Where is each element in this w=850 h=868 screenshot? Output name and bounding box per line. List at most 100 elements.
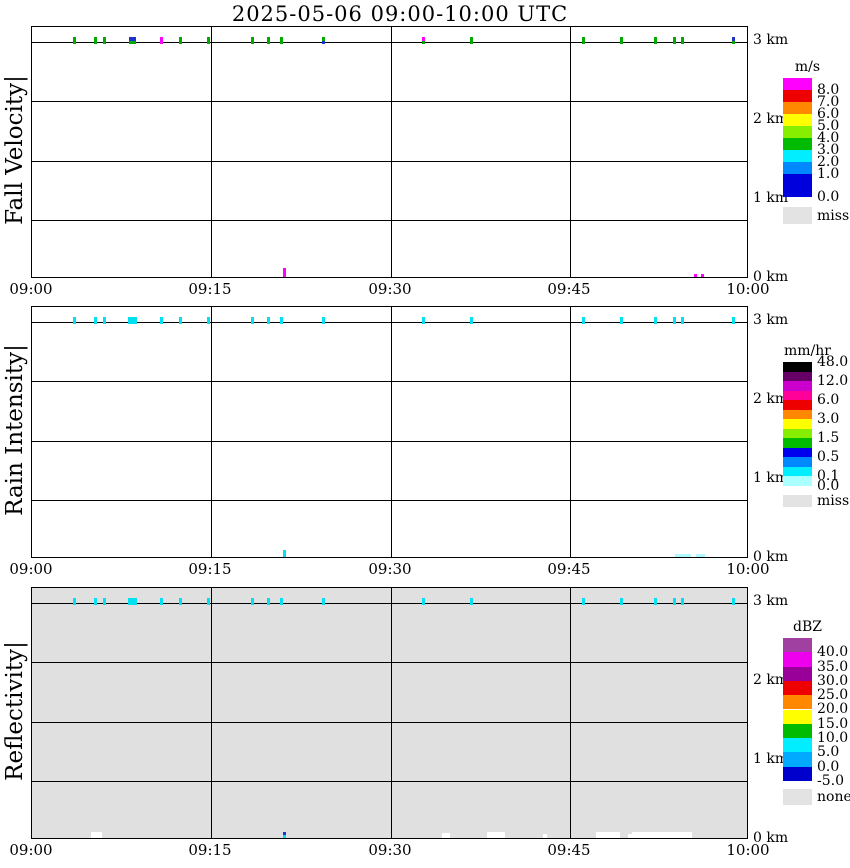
height-gridline	[32, 381, 747, 382]
data-point	[673, 317, 676, 324]
data-point	[470, 37, 473, 44]
height-axis-label: 3 km	[753, 593, 789, 609]
height-axis-label: 1 km	[753, 751, 789, 767]
height-gridline	[32, 42, 747, 43]
colorbar-block	[783, 652, 812, 667]
colorbar-block	[783, 409, 812, 419]
data-point	[73, 37, 76, 44]
data-point	[673, 598, 676, 605]
data-point	[422, 317, 425, 324]
data-point	[103, 317, 106, 324]
colorbar-label: 40.0	[817, 644, 849, 660]
data-point	[128, 317, 137, 324]
data-point	[129, 37, 136, 41]
data-point	[442, 833, 450, 838]
colorbar-label: 12.0	[817, 373, 849, 389]
data-point	[322, 40, 325, 44]
data-point	[267, 598, 270, 605]
colorbar-block	[783, 90, 812, 102]
data-point	[654, 37, 657, 44]
colorbar-label: 0.5	[817, 449, 840, 465]
data-point	[732, 317, 735, 324]
data-point	[681, 37, 684, 44]
height-axis-label: 2 km	[753, 391, 789, 407]
height-gridline	[32, 441, 747, 442]
data-point	[422, 37, 425, 41]
data-point	[582, 317, 585, 324]
colorbar-block	[783, 362, 812, 372]
colorbar-block	[783, 138, 812, 150]
colorbar-missing-swatch	[783, 207, 812, 224]
colorbar-block	[783, 126, 812, 138]
data-point	[280, 317, 283, 324]
colorbar-missing-label: none	[817, 789, 850, 805]
colorbar-label: 0.0	[817, 759, 840, 775]
y-axis-title: Reflectivity|	[2, 641, 28, 781]
colorbar-label: 6.0	[817, 106, 840, 122]
height-axis-label: 1 km	[753, 470, 789, 486]
data-point	[251, 37, 254, 44]
data-point	[207, 317, 210, 324]
colorbar-block	[783, 476, 812, 486]
colorbar-block	[783, 162, 812, 174]
colorbar-label: 0.1	[817, 468, 840, 484]
colorbar-label: -5.0	[817, 773, 844, 789]
data-point	[160, 37, 163, 44]
colorbar-block	[783, 174, 812, 197]
data-point	[422, 598, 425, 605]
data-point	[91, 832, 102, 838]
time-gridline	[570, 588, 571, 838]
data-point	[487, 832, 505, 838]
data-point	[283, 832, 286, 835]
data-point	[73, 317, 76, 324]
height-gridline	[32, 101, 747, 102]
colorbar-missing-label: miss	[817, 493, 850, 509]
data-point	[596, 832, 620, 838]
colorbar-block	[783, 466, 812, 476]
colorbar-block	[783, 738, 812, 753]
data-point	[701, 274, 704, 277]
data-point	[94, 317, 97, 324]
height-gridline	[32, 781, 747, 782]
time-axis-label: 09:30	[368, 841, 412, 859]
data-point	[280, 37, 283, 44]
colorbar-block	[783, 78, 812, 90]
colorbar-block	[783, 680, 812, 696]
data-point	[283, 268, 286, 277]
time-gridline	[391, 307, 392, 557]
data-point	[654, 598, 657, 605]
data-point	[322, 598, 325, 605]
colorbar-block	[783, 390, 812, 400]
time-gridline	[211, 588, 212, 838]
colorbar-label: 7.0	[817, 94, 840, 110]
data-point	[73, 598, 76, 605]
colorbar-label: 5.0	[817, 118, 840, 134]
height-axis-label: 1 km	[753, 190, 789, 206]
time-axis-label: 09:45	[547, 280, 591, 298]
data-point	[470, 598, 473, 605]
time-axis-label: 09:00	[9, 280, 53, 298]
panel-rain-intensity	[31, 306, 748, 558]
colorbar-block	[783, 381, 812, 391]
colorbar-block	[783, 766, 812, 781]
time-axis-label: 09:30	[368, 560, 412, 578]
colorbar-label: 1.0	[817, 166, 840, 182]
data-point	[322, 37, 325, 41]
data-point	[103, 598, 106, 605]
colorbar-block	[783, 709, 812, 724]
data-point	[207, 598, 210, 605]
colorbar-block	[783, 457, 812, 467]
colorbar-label: 5.0	[817, 744, 840, 760]
colorbar-block	[783, 428, 812, 438]
time-axis-label: 09:45	[547, 841, 591, 859]
colorbar-label: 2.0	[817, 154, 840, 170]
colorbar-label: 15.0	[817, 716, 849, 732]
data-point	[673, 37, 676, 44]
colorbar-label: 25.0	[817, 687, 849, 703]
time-axis-label: 10:00	[726, 841, 770, 859]
time-gridline	[211, 307, 212, 557]
data-point	[207, 37, 210, 44]
time-axis-label: 09:45	[547, 560, 591, 578]
colorbar-label: 0.0	[817, 478, 840, 494]
